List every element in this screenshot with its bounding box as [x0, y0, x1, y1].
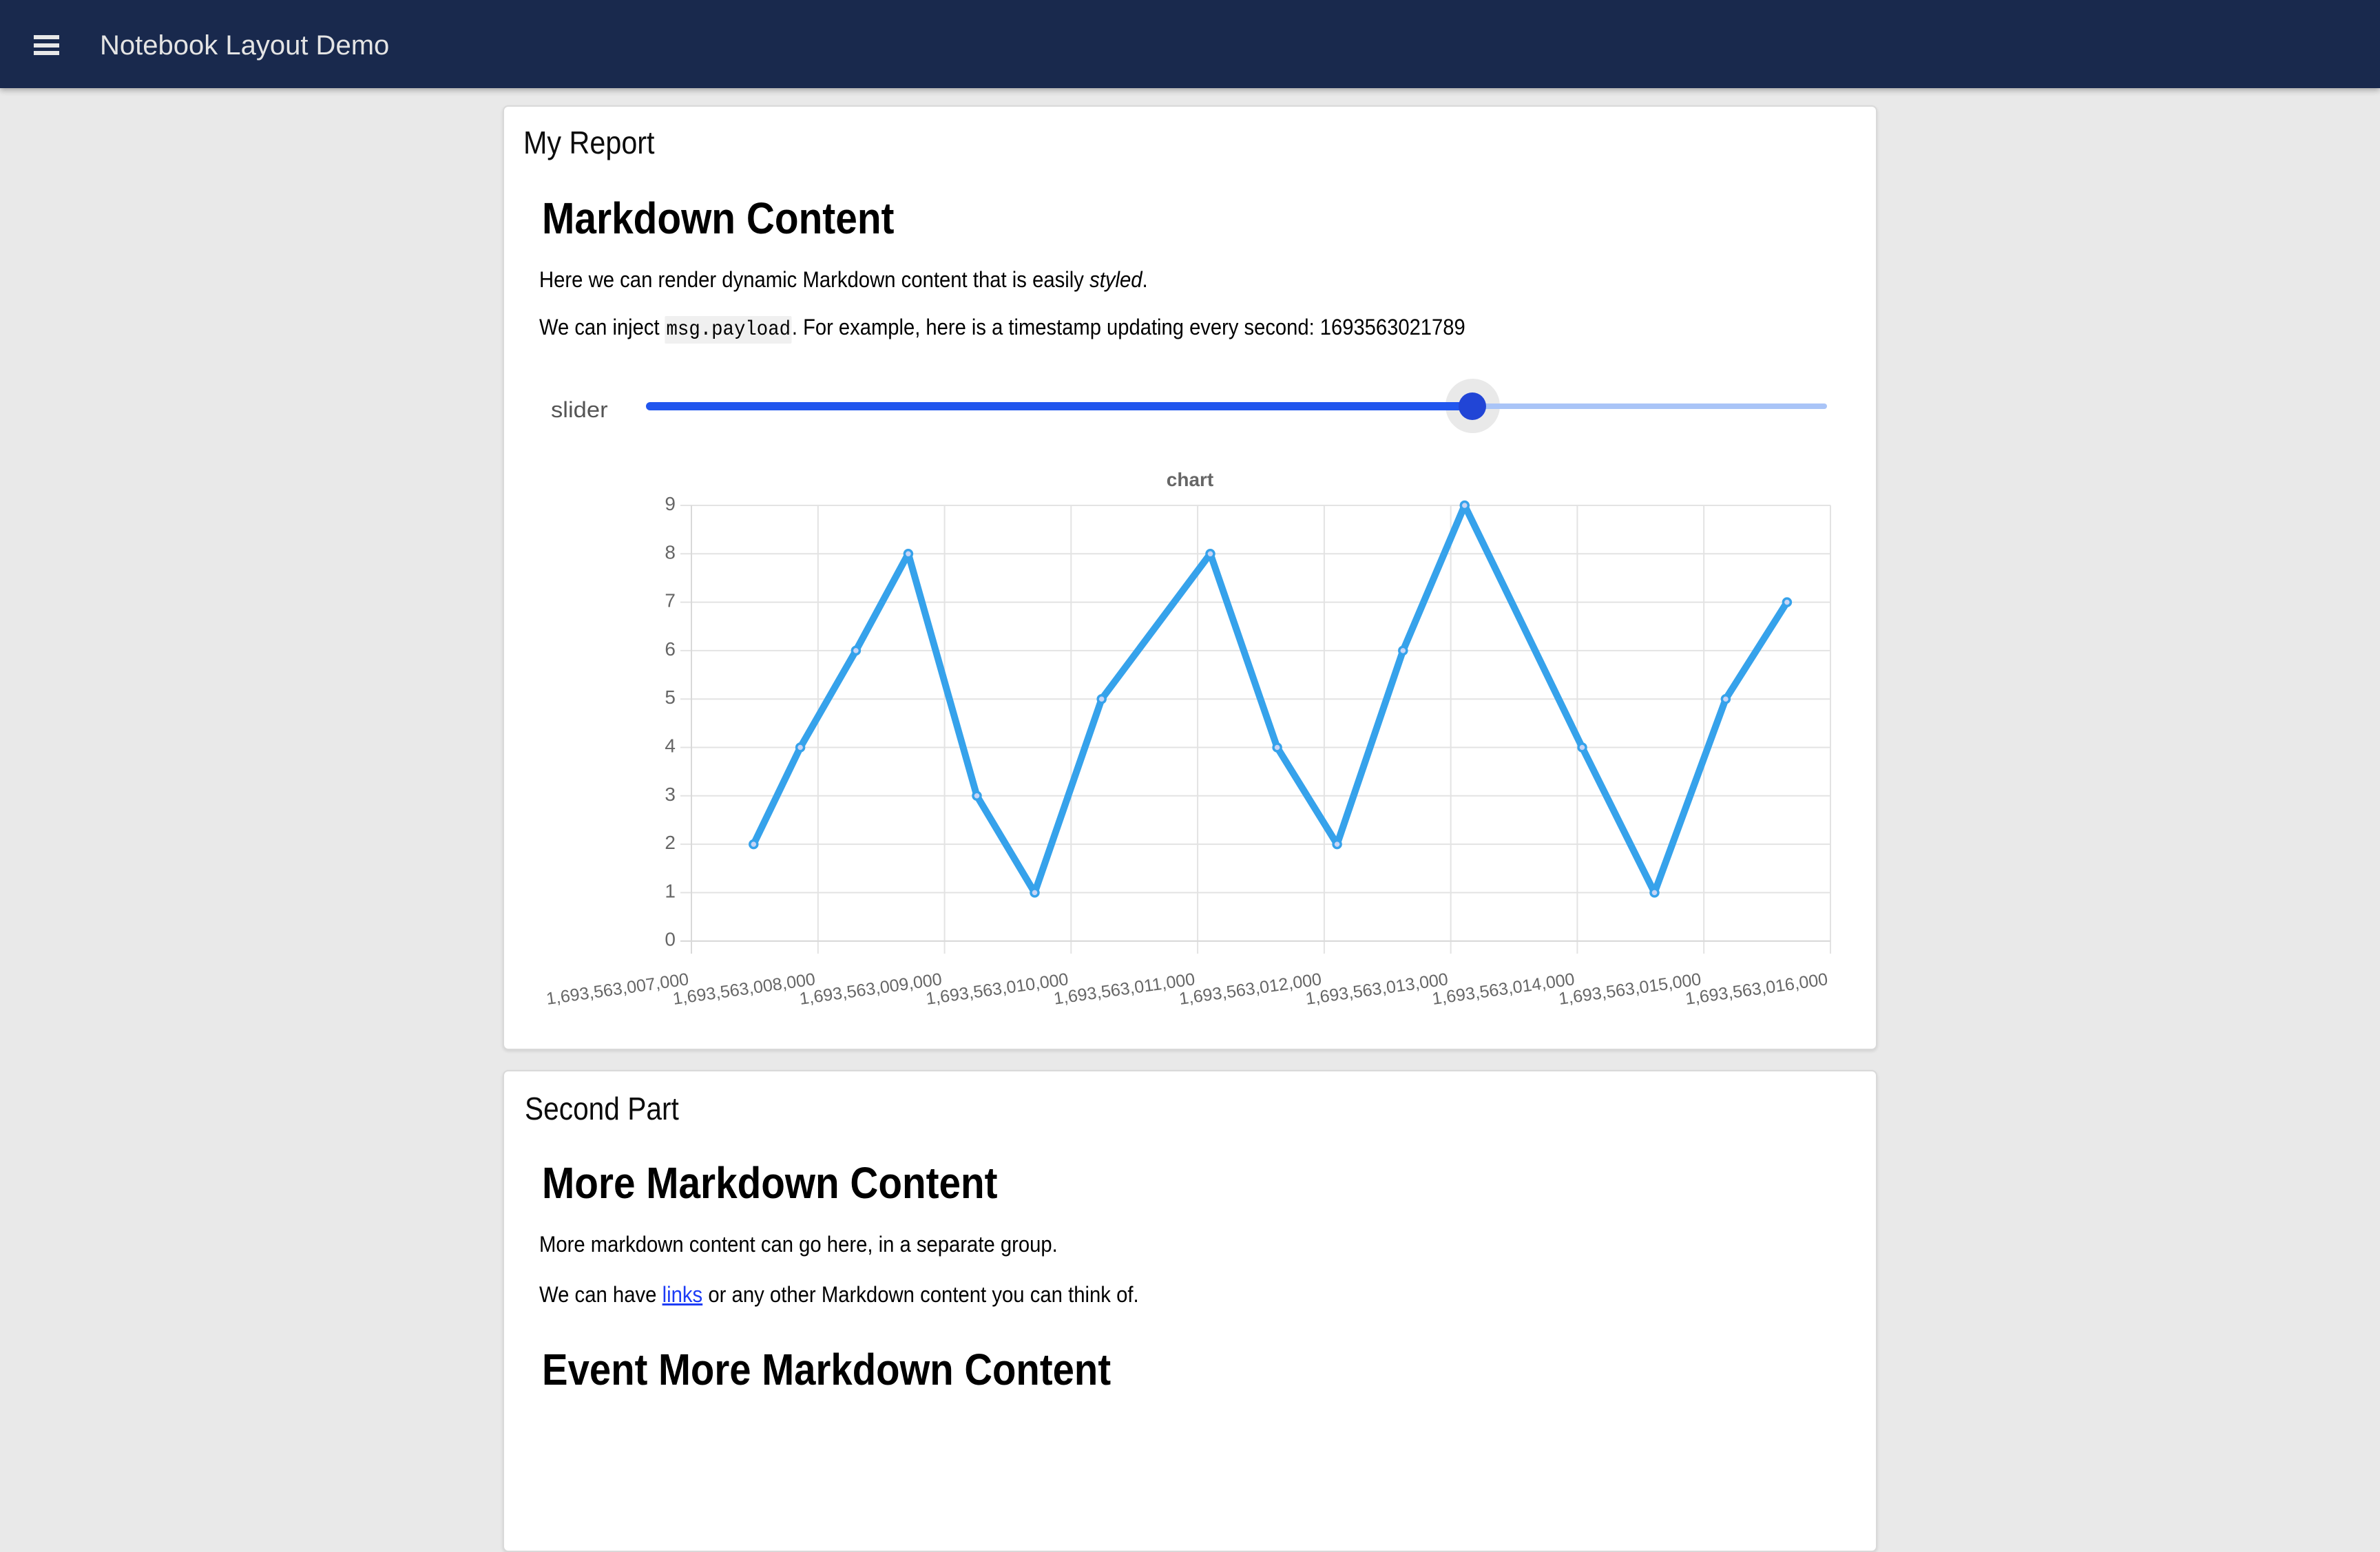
svg-text:6: 6	[665, 638, 676, 660]
svg-text:4: 4	[665, 735, 676, 757]
svg-text:1,693,563,016,000: 1,693,563,016,000	[1684, 969, 1828, 1009]
svg-text:5: 5	[665, 686, 676, 708]
svg-text:3: 3	[665, 784, 676, 805]
svg-text:1,693,563,008,000: 1,693,563,008,000	[671, 969, 816, 1009]
svg-text:1: 1	[665, 880, 676, 901]
svg-text:1,693,563,011,000: 1,693,563,011,000	[1052, 969, 1196, 1008]
svg-text:1,693,563,015,000: 1,693,563,015,000	[1558, 969, 1702, 1009]
svg-text:1,693,563,013,000: 1,693,563,013,000	[1304, 969, 1449, 1009]
svg-text:1,693,563,014,000: 1,693,563,014,000	[1431, 969, 1576, 1009]
svg-text:1,693,563,007,000: 1,693,563,007,000	[545, 969, 689, 1009]
svg-text:2: 2	[665, 832, 676, 853]
svg-text:0: 0	[665, 929, 676, 950]
svg-text:1,693,563,009,000: 1,693,563,009,000	[798, 969, 943, 1009]
svg-text:9: 9	[665, 493, 676, 514]
svg-text:1,693,563,010,000: 1,693,563,010,000	[925, 969, 1069, 1009]
svg-text:chart: chart	[1167, 469, 1213, 490]
svg-text:7: 7	[665, 590, 676, 611]
svg-text:1,693,563,012,000: 1,693,563,012,000	[1178, 969, 1322, 1009]
svg-text:8: 8	[665, 541, 676, 563]
